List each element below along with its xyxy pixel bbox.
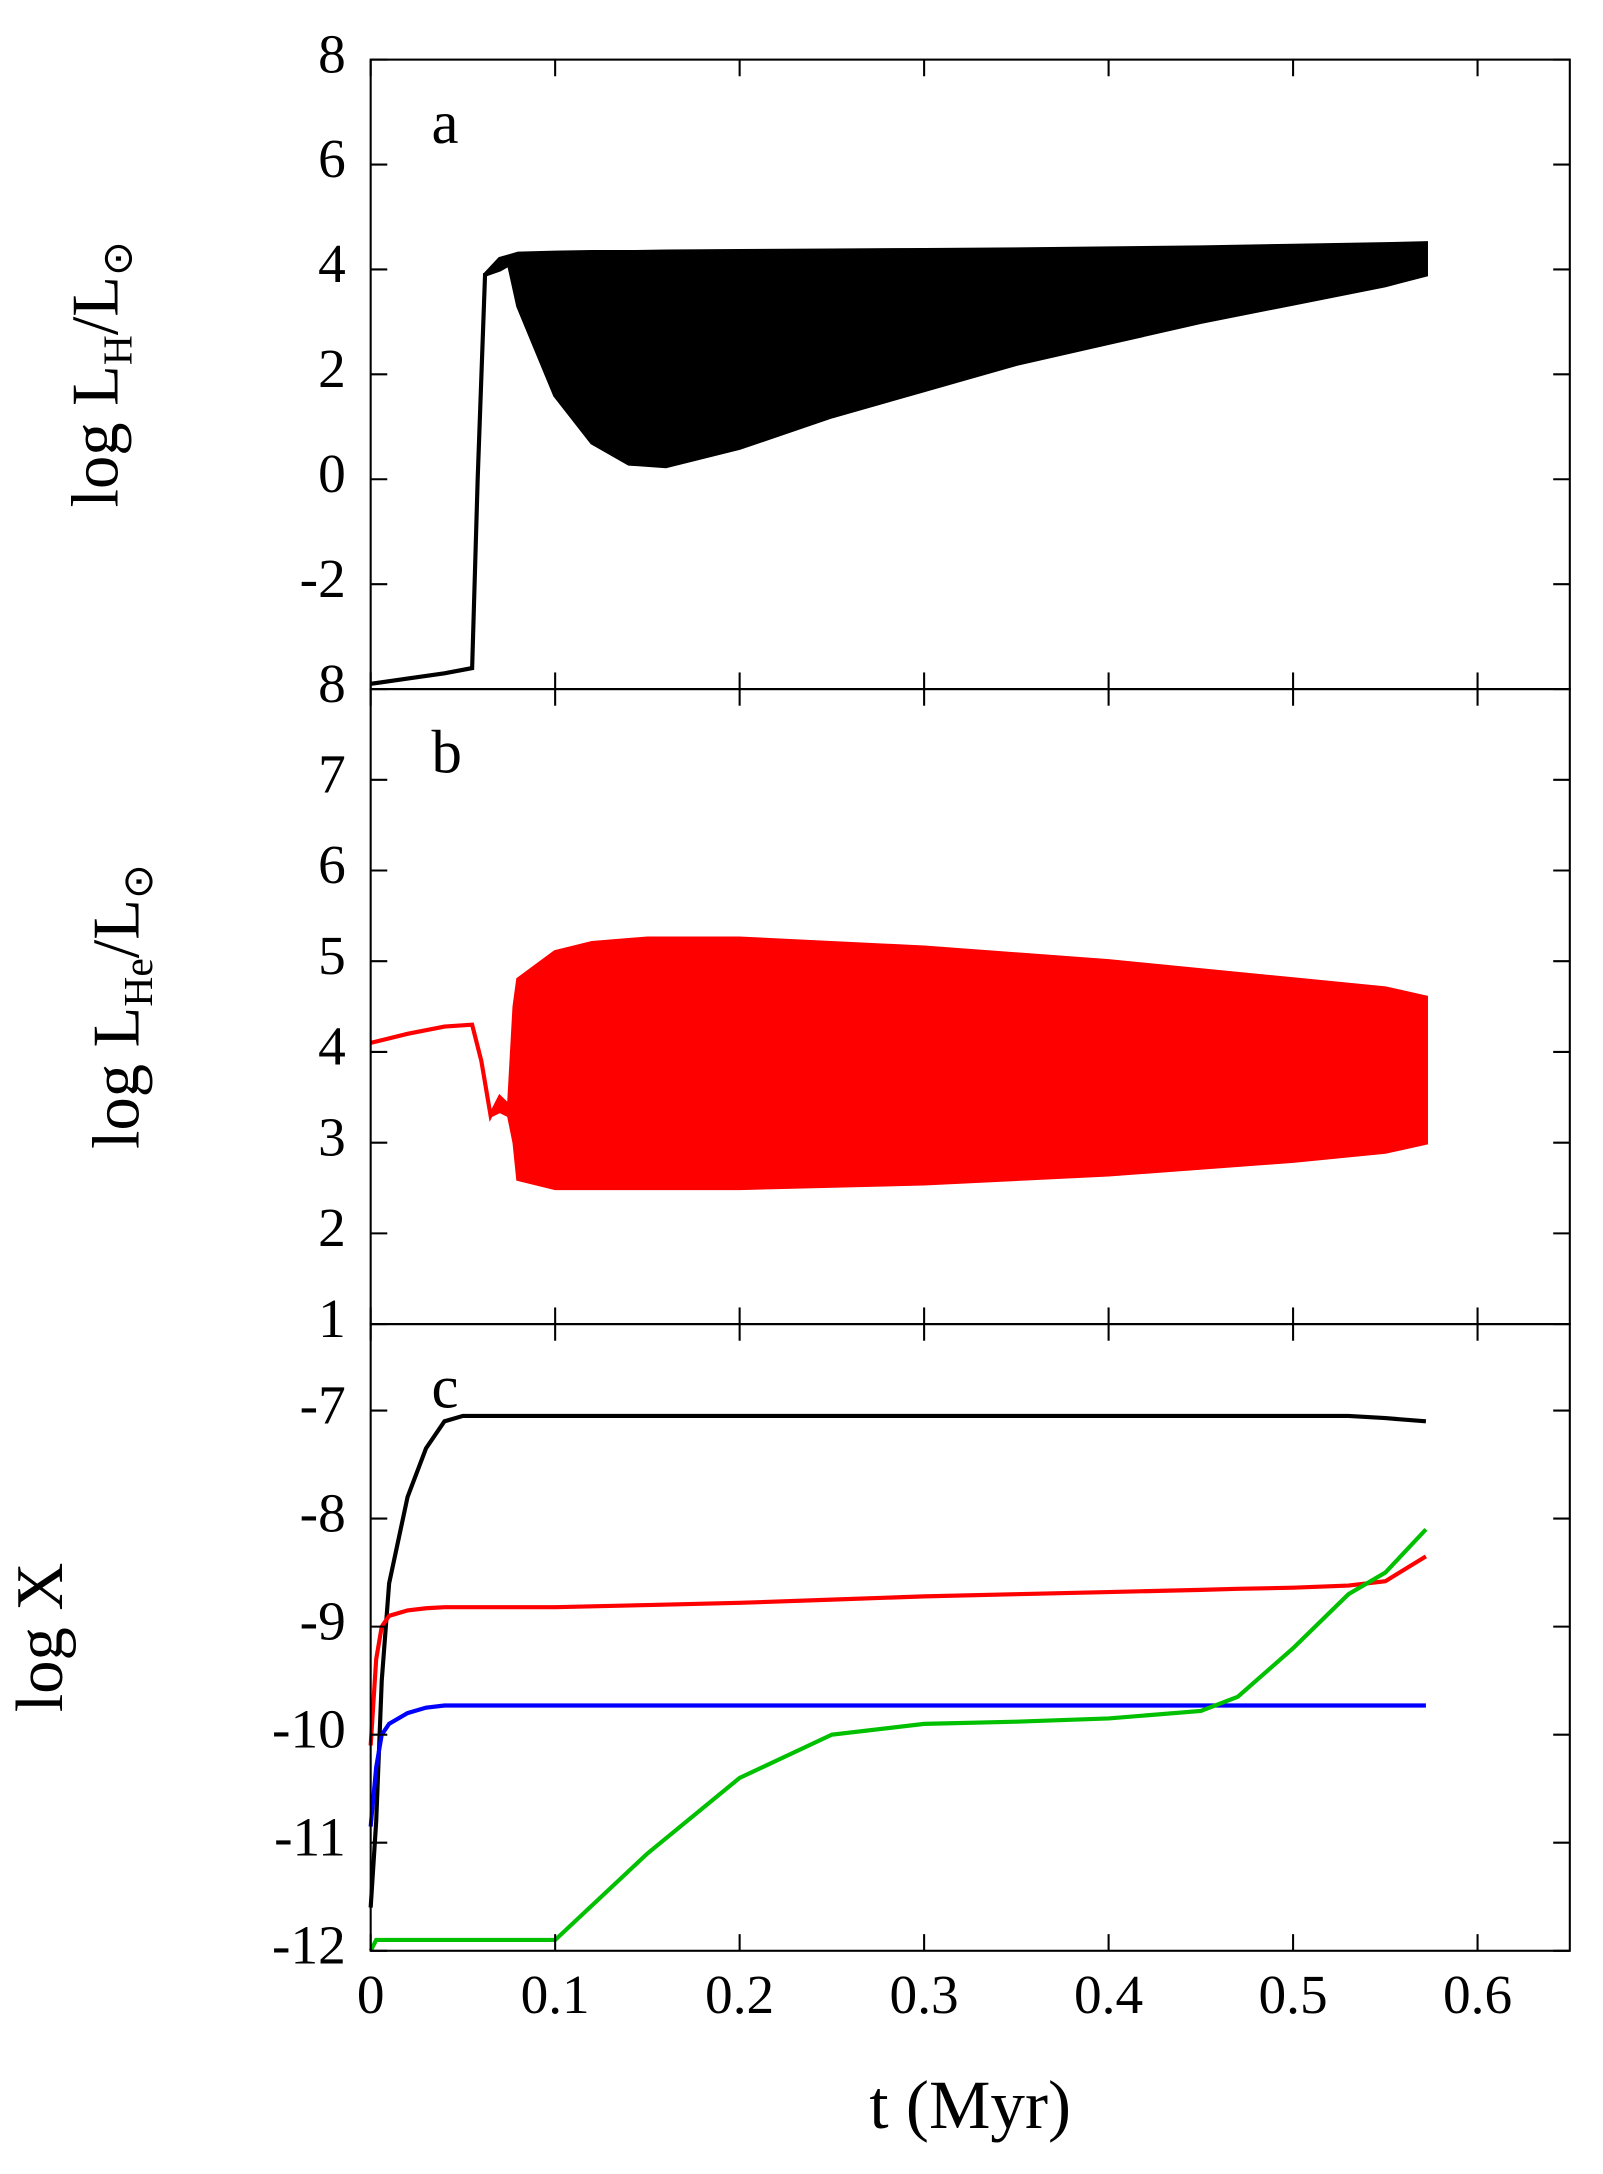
y-tick-label: 7	[318, 743, 346, 804]
x-tick-label: 0.2	[705, 1964, 774, 2025]
y-tick-label: -7	[300, 1374, 346, 1435]
y-tick-label: 8	[318, 23, 346, 84]
x-axis-label: t (Myr)	[869, 2066, 1071, 2143]
y-tick-label: -8	[300, 1482, 346, 1543]
y-axis-label-part: ⊙	[94, 241, 140, 276]
y-axis-label-part: ⊙	[115, 864, 161, 899]
y-tick-label: -10	[272, 1698, 346, 1759]
y-tick-label: 2	[318, 338, 346, 399]
line	[368, 1554, 1427, 1746]
y-tick-label: 0	[318, 443, 346, 504]
y-axis-label: log LH/L⊙	[60, 241, 141, 507]
y-tick-label: 6	[318, 128, 346, 189]
x-tick-label: 0.6	[1443, 1964, 1512, 2025]
y-tick-label: 3	[318, 1106, 346, 1167]
y-tick-label: 4	[318, 233, 346, 294]
y-axis-label: log X	[4, 1563, 77, 1713]
x-tick-label: 0.4	[1074, 1964, 1143, 2025]
y-tick-label: -9	[300, 1590, 346, 1651]
panel-label: c	[432, 1354, 459, 1421]
y-axis-label-part: H	[94, 335, 140, 365]
x-tick-label: 0.1	[521, 1964, 590, 2025]
line	[368, 1413, 1427, 1908]
y-tick-label: 8	[318, 653, 346, 714]
y-tick-label: 6	[318, 834, 346, 895]
y-tick-label: -12	[272, 1914, 346, 1975]
panel-label: a	[432, 90, 459, 157]
line	[368, 1703, 1426, 1827]
y-axis-label-part: log L	[60, 365, 133, 507]
y-axis-label-part: /L	[60, 276, 133, 335]
y-tick-label: 5	[318, 925, 346, 986]
y-tick-label: 4	[318, 1016, 346, 1077]
y-tick-label: -11	[274, 1806, 346, 1867]
y-axis-label-part: log X	[4, 1563, 77, 1713]
x-tick-label: 0	[357, 1964, 385, 2025]
y-tick-label: -2	[300, 548, 346, 609]
y-axis-label-part: /L	[80, 899, 153, 958]
plot-frame	[369, 1323, 1571, 1952]
y-axis-label-part: log L	[80, 1007, 153, 1149]
panel-label: b	[432, 719, 462, 786]
x-tick-label: 0.5	[1259, 1964, 1328, 2025]
y-axis-label: log LHe/L⊙	[80, 864, 161, 1149]
band	[370, 936, 1428, 1191]
band	[370, 241, 1428, 686]
y-tick-label: 1	[318, 1288, 346, 1349]
x-tick-label: 0.3	[890, 1964, 959, 2025]
line	[368, 1527, 1428, 1952]
y-axis-label-part: He	[115, 958, 161, 1006]
y-tick-label: 2	[318, 1197, 346, 1258]
